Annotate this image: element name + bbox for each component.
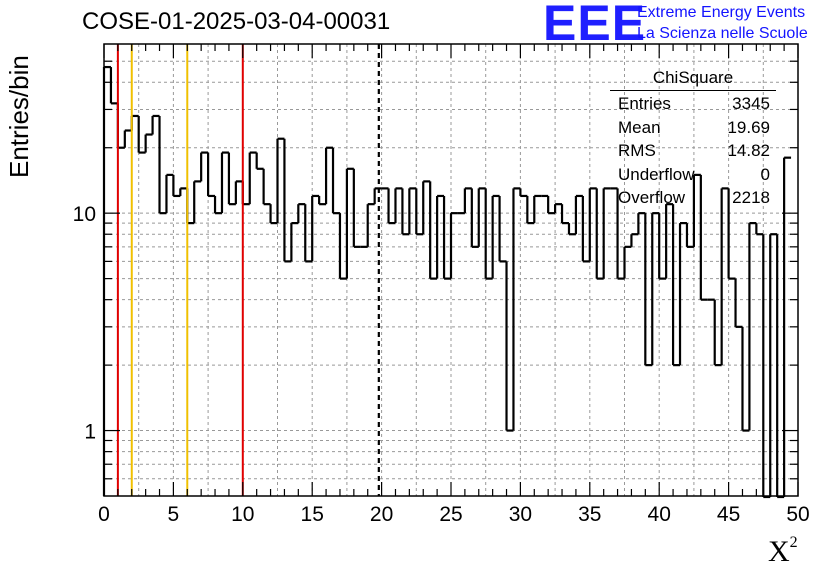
x-tick-label: 5 bbox=[168, 503, 180, 526]
stats-label: Underflow bbox=[618, 164, 695, 184]
stats-row-mean: Mean 19.69 bbox=[610, 116, 776, 140]
stats-label: RMS bbox=[618, 141, 656, 160]
stats-value: 3345 bbox=[732, 94, 770, 113]
tick-labels: 0 5 10 15 20 25 30 35 40 45 50 1 10 bbox=[73, 203, 810, 526]
histogram-bars bbox=[102, 65, 792, 499]
x-tick-label: 50 bbox=[786, 503, 809, 526]
stats-label: Mean bbox=[618, 117, 661, 137]
x-tick-label: 40 bbox=[648, 503, 671, 526]
stats-box: ChiSquare Entries 3345 Mean 19.69 RMS 14.82… bbox=[610, 66, 776, 210]
stats-value: 14.82 bbox=[727, 141, 770, 160]
stats-label: Overflow bbox=[618, 188, 686, 207]
x-tick-label: 45 bbox=[717, 503, 740, 526]
stats-row-underflow: Underflow 0 bbox=[610, 163, 776, 187]
x-tick-label: 30 bbox=[509, 503, 532, 526]
y-tick-label: 10 bbox=[73, 203, 96, 226]
x-tick-label: 0 bbox=[98, 503, 110, 526]
x-tick-label: 10 bbox=[231, 503, 254, 526]
y-axis-label: Entries/bin bbox=[4, 55, 34, 178]
x-axis-label-base: X bbox=[768, 535, 790, 568]
stats-value: 19.69 bbox=[727, 117, 770, 137]
chart-title: COSE-01-2025-03-04-00031 bbox=[82, 8, 391, 35]
stats-title: ChiSquare bbox=[610, 66, 776, 91]
stats-row-entries: Entries 3345 bbox=[610, 92, 776, 116]
x-tick-label: 35 bbox=[578, 503, 601, 526]
x-tick-label: 20 bbox=[370, 503, 393, 526]
eee-logo: EEE bbox=[543, 0, 647, 51]
logo-line-2: La Scienza nelle Scuole bbox=[637, 25, 808, 42]
stats-value: 2218 bbox=[732, 188, 770, 207]
stats-row-rms: RMS 14.82 bbox=[610, 139, 776, 163]
y-tick-label: 1 bbox=[84, 421, 96, 444]
stats-row-overflow: Overflow 2218 bbox=[610, 186, 776, 210]
axes bbox=[103, 43, 799, 497]
x-axis-label-superscript: 2 bbox=[789, 534, 798, 551]
x-axis-label: X2 bbox=[768, 534, 798, 569]
x-tick-label: 15 bbox=[301, 503, 324, 526]
logo-line-1: Extreme Energy Events bbox=[637, 4, 806, 21]
stats-value: 0 bbox=[760, 164, 770, 184]
stats-label: Entries bbox=[618, 94, 671, 113]
reference-lines bbox=[116, 44, 380, 496]
x-tick-label: 25 bbox=[439, 503, 462, 526]
